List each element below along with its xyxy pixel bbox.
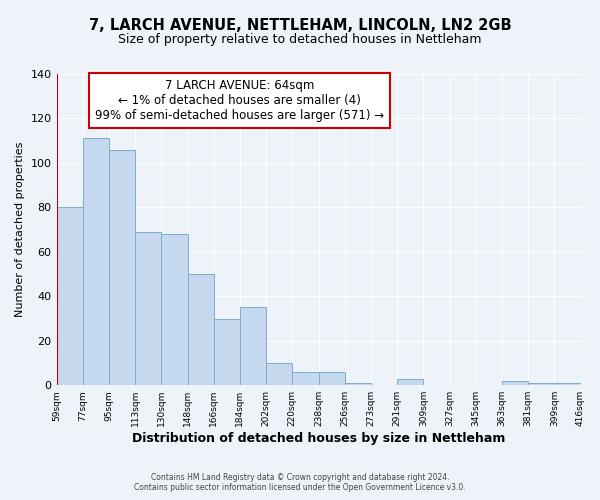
Bar — [345, 383, 371, 385]
Bar — [528, 383, 554, 385]
Bar — [135, 232, 161, 385]
Bar — [161, 234, 188, 385]
Bar — [240, 308, 266, 385]
Text: Size of property relative to detached houses in Nettleham: Size of property relative to detached ho… — [118, 32, 482, 46]
Bar — [56, 208, 83, 385]
Bar — [397, 378, 424, 385]
Bar — [214, 318, 240, 385]
Bar — [188, 274, 214, 385]
X-axis label: Distribution of detached houses by size in Nettleham: Distribution of detached houses by size … — [132, 432, 505, 445]
Y-axis label: Number of detached properties: Number of detached properties — [15, 142, 25, 318]
Bar — [266, 363, 292, 385]
Text: 7 LARCH AVENUE: 64sqm
← 1% of detached houses are smaller (4)
99% of semi-detach: 7 LARCH AVENUE: 64sqm ← 1% of detached h… — [95, 78, 385, 122]
Bar — [292, 372, 319, 385]
Bar — [83, 138, 109, 385]
Bar — [502, 381, 528, 385]
Text: Contains HM Land Registry data © Crown copyright and database right 2024.
Contai: Contains HM Land Registry data © Crown c… — [134, 473, 466, 492]
Bar — [319, 372, 345, 385]
Bar — [554, 383, 581, 385]
Text: 7, LARCH AVENUE, NETTLEHAM, LINCOLN, LN2 2GB: 7, LARCH AVENUE, NETTLEHAM, LINCOLN, LN2… — [89, 18, 511, 32]
Bar — [109, 150, 135, 385]
